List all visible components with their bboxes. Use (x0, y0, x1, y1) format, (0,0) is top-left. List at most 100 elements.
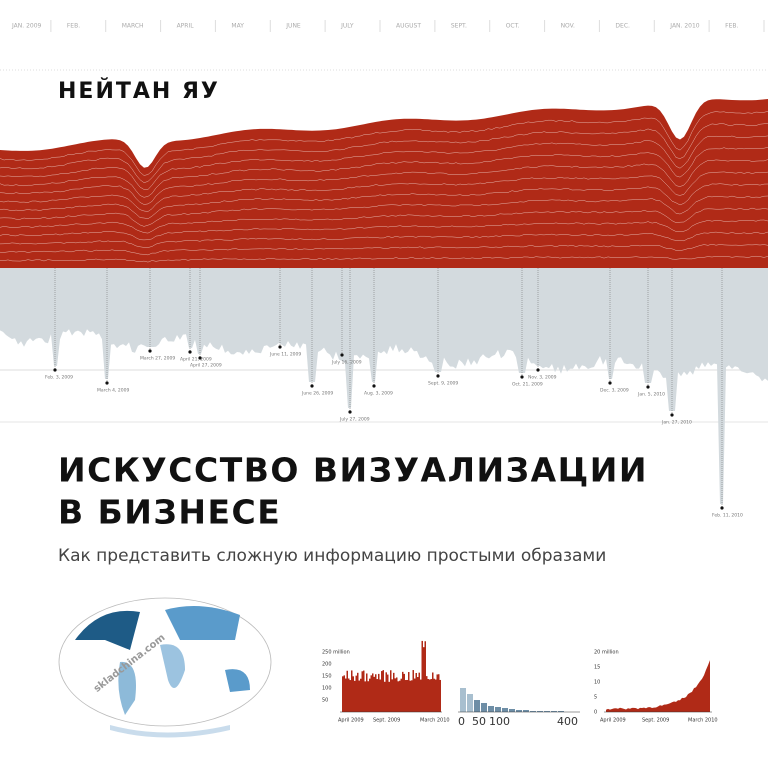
ann-dot (520, 375, 524, 379)
stream-line (0, 183, 768, 219)
mini-bar (397, 681, 399, 712)
stream-line (0, 219, 768, 241)
ann-dot (278, 345, 282, 349)
ann-dot (310, 384, 314, 388)
mini-bar (418, 672, 420, 712)
month-label: AUGUST (396, 23, 421, 30)
x-label: March 2010 (688, 718, 718, 724)
mini-bar (351, 670, 353, 712)
y-label: 15 (594, 665, 600, 671)
mini-bar (509, 709, 515, 712)
mini-bar (355, 675, 357, 712)
ann-dot (670, 413, 674, 417)
stream-line (0, 159, 768, 205)
mini-bar (373, 676, 375, 712)
ann-dot (198, 356, 202, 360)
month-label: SEPT. (451, 23, 467, 30)
x-label: 100 (489, 715, 510, 728)
y-label: 250 million (322, 650, 350, 656)
y-label: 200 (322, 662, 332, 668)
mini-bar (433, 678, 435, 712)
month-label: OCT. (506, 23, 520, 30)
y-label: 150 (322, 674, 332, 680)
x-label: April 2009 (600, 718, 626, 724)
mini-bar (361, 671, 363, 712)
mini-bar (366, 673, 368, 712)
mini-area (606, 660, 710, 712)
mini-bar (439, 679, 441, 712)
y-label: 0 (594, 710, 597, 716)
mini-bar (388, 681, 390, 712)
mini-bar (427, 679, 429, 712)
mini-bar (460, 688, 466, 712)
mini-bar (363, 670, 365, 712)
mini-bar (558, 711, 564, 712)
mini-bar (358, 680, 360, 712)
y-label: 20 million (594, 650, 619, 656)
world-map (58, 597, 272, 738)
x-label: Sept. 2009 (642, 718, 669, 724)
ann-label: Oct. 21, 2009 (512, 382, 543, 388)
stream-line (0, 255, 768, 263)
mini-bar (551, 711, 557, 712)
mini-bar (426, 676, 428, 712)
mini-bar (376, 679, 378, 712)
mini-bar (423, 647, 425, 712)
ann-dot (53, 368, 57, 372)
mini-bar (354, 680, 356, 712)
ann-label: March 27, 2009 (140, 356, 175, 362)
ann-label: April 27, 2009 (190, 363, 222, 369)
mini-bar (537, 711, 543, 712)
y-label: 50 (322, 698, 328, 704)
mini-bar (343, 675, 345, 712)
month-label: APRIL (177, 23, 195, 30)
mini-bar (369, 678, 371, 712)
mini-bar (384, 681, 386, 712)
stream-line (0, 111, 768, 176)
mini-bar (402, 671, 404, 712)
mini-bar (370, 675, 372, 712)
mini-bar (357, 672, 359, 712)
ann-label: Nov. 3, 2009 (528, 375, 557, 381)
ann-label: April 21, 2009 (180, 357, 212, 363)
mini-bar (364, 681, 366, 712)
x-label: 0 (458, 715, 465, 728)
y-label: 10 (594, 680, 600, 686)
mini-bar (435, 679, 437, 712)
stream-area (0, 99, 768, 268)
mini-bar (523, 710, 529, 712)
mini-bar (345, 678, 347, 712)
mini-bar (399, 680, 401, 712)
title-line: ИСКУССТВО ВИЗУАЛИЗАЦИИ (58, 451, 648, 490)
mini-bar (544, 711, 550, 712)
mini-bar (348, 678, 350, 712)
mini-bar (349, 680, 351, 712)
ann-dot (148, 349, 152, 353)
ann-dot (348, 410, 352, 414)
mini-bar (381, 671, 383, 712)
month-label: MAY (231, 23, 244, 30)
stream-line (0, 123, 768, 183)
ann-label: June 26, 2009 (301, 391, 333, 397)
ann-dot (340, 353, 344, 357)
stream (0, 99, 768, 268)
mini-bar (421, 640, 423, 712)
mini-bar (429, 679, 431, 712)
x-label: March 2010 (420, 718, 450, 724)
mini-bar (400, 678, 402, 712)
ann-label: Jan. 27, 2010 (661, 420, 692, 426)
mini-bar (406, 679, 408, 712)
x-label: 50 (472, 715, 486, 728)
stream-line (0, 231, 768, 248)
mini-bar (424, 641, 426, 712)
mini-bar (393, 672, 395, 712)
mini-bar (467, 694, 473, 712)
mini-bar (352, 676, 354, 712)
month-label: FEB. (725, 23, 738, 30)
title-line: В БИЗНЕСЕ (58, 493, 281, 532)
stream-line (0, 207, 768, 234)
month-label: JUNE (285, 23, 301, 30)
ann-label: July 27, 2009 (339, 417, 370, 423)
month-label: JAN. 2010 (669, 23, 700, 30)
